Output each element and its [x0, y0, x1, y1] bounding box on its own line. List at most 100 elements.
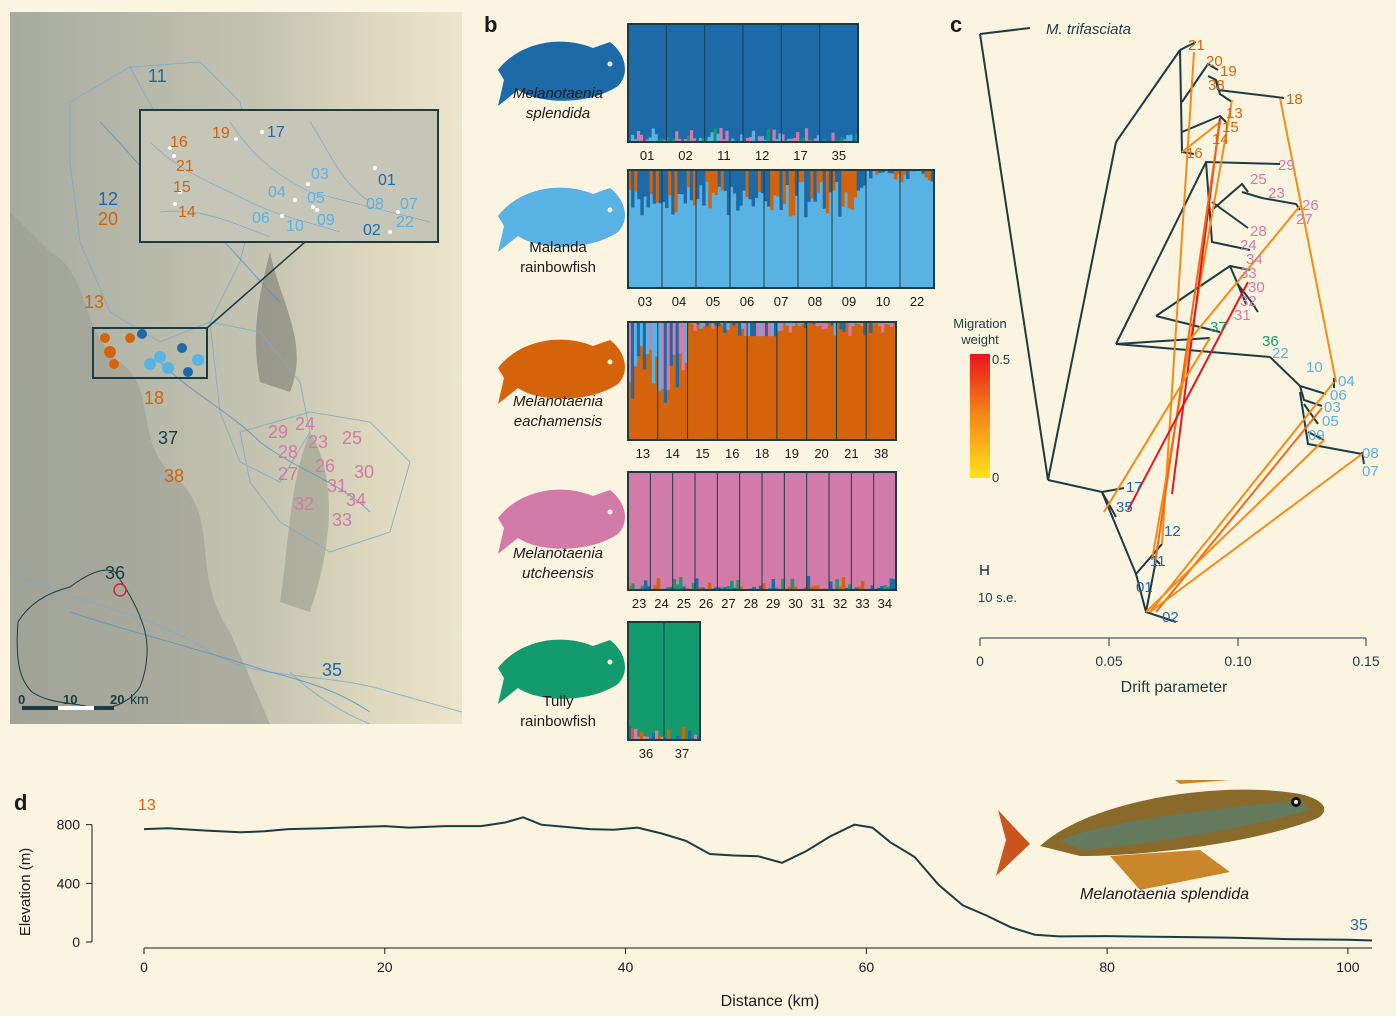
svg-text:10: 10 — [63, 692, 77, 707]
inset-label: 15 — [173, 179, 191, 196]
admixture-bar — [647, 170, 650, 207]
admixture-bar — [667, 730, 670, 740]
admixture-bar — [702, 170, 705, 206]
inset-label: 19 — [212, 125, 230, 142]
inset-label: 02 — [363, 222, 381, 239]
admixture-bar — [771, 322, 774, 336]
admixture-bar — [756, 322, 759, 336]
elevation-ylabel: Elevation (m) — [17, 848, 34, 936]
site-tick-label: 06 — [740, 294, 754, 309]
admixture-bar — [640, 135, 643, 142]
site-label: 38 — [164, 466, 184, 486]
admixture-bar — [854, 170, 857, 197]
admixture-bar — [640, 170, 643, 215]
site-tick-label: 08 — [808, 294, 822, 309]
admixture-bar — [762, 322, 765, 336]
site-tick-label: 38 — [874, 446, 888, 461]
drift-tick: 0.10 — [1224, 653, 1251, 669]
y-tick-label: 800 — [57, 817, 81, 833]
admixture-bar — [750, 322, 753, 336]
photo-caption: Melanotaenia splendida — [1080, 886, 1249, 904]
admixture-bar — [789, 170, 792, 216]
legend-colorbar — [970, 354, 990, 478]
admixture-bar — [649, 322, 652, 350]
admixture-bar — [640, 322, 643, 346]
admixture-bar — [715, 170, 718, 195]
y-tick-label: 0 — [72, 934, 80, 950]
admixture-bar — [869, 170, 872, 178]
admixture-bar — [730, 170, 733, 187]
admixture-bar — [772, 579, 775, 590]
tip-label: 08 — [1362, 445, 1379, 462]
inset-label: 16 — [170, 134, 188, 151]
site-tick-label: 31 — [811, 596, 825, 611]
tip-label: 01 — [1136, 579, 1153, 596]
admixture-bar — [679, 577, 682, 590]
admixture-bar — [810, 170, 813, 199]
site-tick-label: 33 — [855, 596, 869, 611]
site-label: 24 — [295, 414, 315, 434]
inset-label: 08 — [366, 196, 384, 213]
admixture-bar — [846, 135, 849, 142]
site-tick-label: 07 — [774, 294, 788, 309]
tip-label: 31 — [1234, 307, 1251, 324]
site-tick-label: 28 — [744, 596, 758, 611]
admixture-bar — [925, 170, 928, 178]
inset-label: 04 — [268, 184, 286, 201]
site-tick-label: 12 — [755, 148, 769, 163]
site-tick-label: 29 — [766, 596, 780, 611]
admixture-bar — [752, 131, 755, 142]
admixture-bar — [655, 134, 658, 142]
admixture-bar — [842, 322, 845, 332]
site-label: 13 — [84, 292, 104, 312]
tip-label: 18 — [1286, 91, 1303, 108]
admixture-bar — [718, 170, 721, 187]
admixture-bar — [665, 170, 668, 208]
site-tick-label: 26 — [699, 596, 713, 611]
outgroup-label: M. trifasciata — [1046, 21, 1131, 38]
admixture-bar — [804, 170, 807, 217]
admixture-bar — [695, 578, 698, 590]
inset-label: 14 — [178, 204, 196, 221]
admixture-bar — [674, 170, 677, 212]
site-tick-label: 30 — [788, 596, 802, 611]
fish-eye — [608, 510, 613, 515]
site-label: 32 — [294, 494, 314, 514]
admixture-bar — [820, 170, 823, 182]
admixture-bar — [656, 170, 659, 203]
admixture-bar — [733, 170, 736, 193]
site-label: 12 — [98, 189, 118, 209]
drift-tick: 0.15 — [1352, 653, 1379, 669]
admixture-bar — [711, 170, 714, 193]
admixture-bar — [631, 322, 634, 399]
x-tick-label: 60 — [859, 959, 875, 975]
admixture-bar — [653, 170, 656, 204]
admixture-bar — [906, 170, 909, 179]
admixture-bar — [708, 170, 711, 208]
admixture-bar — [807, 576, 810, 590]
tip-label: 27 — [1296, 211, 1313, 228]
site-map: 16 19 17 21 15 14 03 04 05 01 08 07 06 1… — [10, 12, 462, 724]
site-tick-label: 02 — [678, 148, 692, 163]
admixture-bar — [801, 170, 804, 182]
legend-title-line: Migration — [953, 316, 1006, 331]
site-label: 23 — [308, 432, 328, 452]
tip-label: 02 — [1162, 609, 1179, 626]
site-tick-label: 17 — [793, 148, 807, 163]
fish-eye — [608, 360, 613, 365]
tip-label: 35 — [1116, 499, 1133, 516]
admixture-bar — [773, 170, 776, 195]
admixture-bar — [835, 170, 838, 182]
admixture-bar — [662, 170, 665, 202]
svg-text:10 s.e.: 10 s.e. — [978, 590, 1017, 605]
site-label: 26 — [315, 456, 335, 476]
site-tick-label: 23 — [632, 596, 646, 611]
site-tick-label: 10 — [876, 294, 890, 309]
admixture-bar — [643, 322, 646, 369]
x-tick-label: 80 — [1099, 959, 1115, 975]
admixture-bar — [675, 131, 678, 142]
fish-photo — [996, 780, 1324, 890]
admixture-bar — [829, 581, 832, 590]
admixture-bar — [631, 170, 634, 208]
inset-label: 09 — [317, 212, 335, 229]
